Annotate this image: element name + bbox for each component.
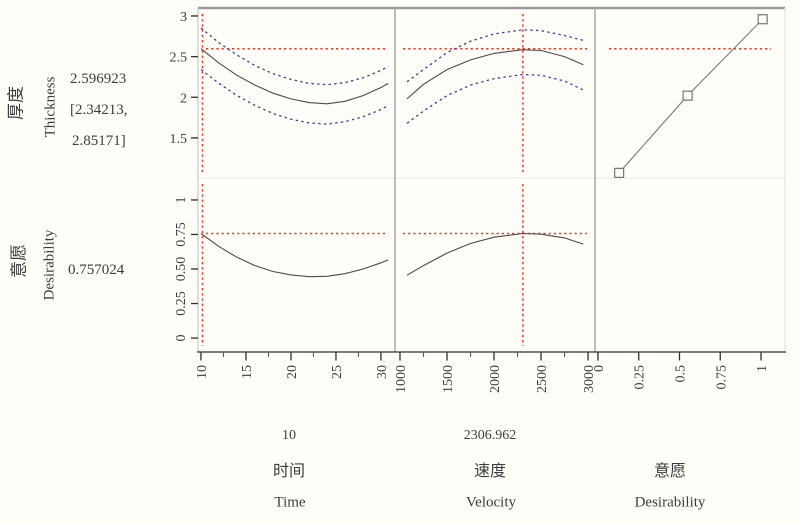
factor-velocity-current-value: 2306.962 xyxy=(463,428,517,443)
confidence-band-lower xyxy=(406,73,584,124)
response-thickness-ci-high: 2.85171] xyxy=(72,133,126,149)
factor-velocity-label-cn: 速度 xyxy=(473,463,507,480)
confidence-band-upper xyxy=(406,29,584,83)
prediction-curve xyxy=(200,48,389,105)
factor-velocity-label-en: Velocity xyxy=(466,494,516,511)
y-axis-tick-label: 1.5 xyxy=(170,132,188,147)
x-axis-tick-label: 3000 xyxy=(582,365,597,393)
x-axis-tick-label: 0 xyxy=(592,365,607,372)
response-desirability-value: 0.757024 xyxy=(68,262,125,278)
y-axis-tick-label: 2.5 xyxy=(170,51,188,66)
prediction-curve xyxy=(200,233,389,278)
y-axis-tick-label: 0.50 xyxy=(174,257,189,282)
factor-time-label-cn: 时间 xyxy=(272,463,306,480)
confidence-band-lower xyxy=(200,68,389,125)
factor-time-current-value: 10 xyxy=(282,428,296,443)
x-axis-tick-label: 1500 xyxy=(441,365,456,393)
factor-desirability-label-cn: 意愿 xyxy=(653,463,687,480)
y-axis-tick-label: 0.75 xyxy=(174,222,189,247)
x-axis-tick-label: 2000 xyxy=(488,365,503,393)
x-axis-tick-label: 15 xyxy=(240,365,255,379)
y-axis-tick-label: 2 xyxy=(180,91,187,106)
x-axis-tick-label: 2500 xyxy=(535,365,550,393)
desirability-marker xyxy=(682,90,693,101)
y-axis-tick-label: 1 xyxy=(174,196,189,203)
prediction-curve xyxy=(406,49,584,100)
x-axis-tick-label: 0.5 xyxy=(673,365,688,383)
x-axis-tick-label: 10 xyxy=(195,365,210,379)
factor-desirability-label-en: Desirability xyxy=(634,494,706,511)
desirability-marker xyxy=(757,14,768,25)
y-axis-tick-label: 0 xyxy=(174,335,189,342)
response-thickness-ci-low: [2.34213, xyxy=(70,102,128,118)
x-axis-tick-label: 0.25 xyxy=(633,365,648,390)
y-axis-tick-label: 0.25 xyxy=(174,291,189,316)
x-axis-tick-label: 0.75 xyxy=(714,365,729,390)
desirability-marker xyxy=(614,167,625,178)
x-axis-tick-label: 25 xyxy=(330,365,345,379)
confidence-band-upper xyxy=(200,27,389,86)
prediction-curve xyxy=(406,232,584,276)
x-axis-tick-label: 20 xyxy=(285,365,300,379)
x-axis-tick-label: 30 xyxy=(375,365,390,379)
y-axis-tick-label: 3 xyxy=(180,10,187,25)
x-axis-tick-label: 1 xyxy=(755,365,770,372)
factor-time-label-en: Time xyxy=(274,494,306,511)
response-thickness-value: 2.596923 xyxy=(70,71,127,87)
x-axis-tick-label: 1000 xyxy=(394,365,409,393)
